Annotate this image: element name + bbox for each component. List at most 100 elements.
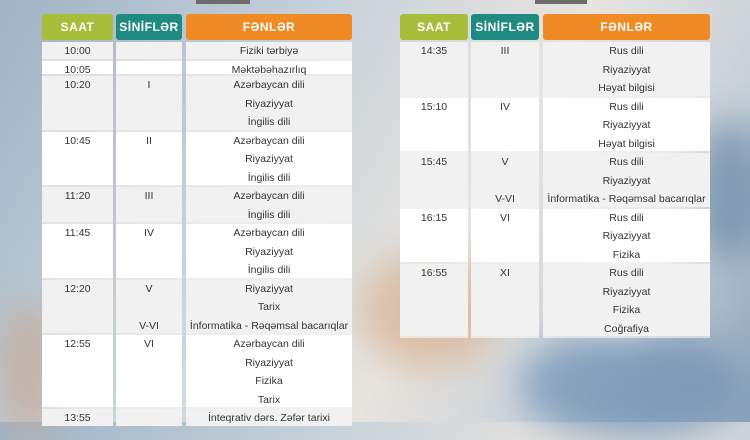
row-block bbox=[471, 208, 539, 262]
subject-cell: Rus dili bbox=[609, 45, 644, 57]
row-block bbox=[116, 409, 182, 426]
row-block bbox=[186, 409, 352, 426]
class-cell: II bbox=[146, 134, 152, 147]
row-block bbox=[186, 335, 352, 407]
class-cell: XI bbox=[500, 267, 510, 279]
time-cell: 14:35 bbox=[420, 45, 448, 57]
subject-cell: Riyaziyyat bbox=[245, 97, 293, 110]
time-cell: 10:20 bbox=[64, 79, 91, 91]
row-block bbox=[116, 76, 182, 130]
row-block bbox=[42, 409, 113, 426]
background-blur bbox=[520, 330, 740, 440]
subject-cell: İngilis dili bbox=[247, 208, 291, 221]
row-block bbox=[116, 279, 182, 333]
time-cell: 15:45 bbox=[420, 156, 448, 168]
row-block bbox=[471, 264, 539, 336]
row-block bbox=[543, 208, 710, 262]
subject-cell: Azərbaycan dili bbox=[233, 338, 305, 350]
class-column: I II III IV V V-VI VI bbox=[116, 42, 182, 426]
row-block bbox=[186, 42, 352, 59]
subject-cell: Riyaziyyat bbox=[602, 230, 651, 242]
subject-cell: Azərbaycan dili bbox=[233, 134, 305, 147]
row-block bbox=[116, 224, 182, 278]
row-block bbox=[42, 42, 113, 59]
top-tab-left bbox=[196, 0, 250, 4]
subject-cell: Rus dili bbox=[609, 267, 644, 279]
header-saat: SAAT bbox=[42, 14, 113, 40]
row-block bbox=[42, 279, 113, 333]
row-block bbox=[116, 131, 182, 185]
time-cell: 13:55 bbox=[64, 412, 91, 424]
subject-cell: İngilis dili bbox=[247, 116, 291, 128]
row-block bbox=[42, 131, 113, 185]
subject-cell: Fizika bbox=[612, 248, 641, 261]
row-block bbox=[400, 264, 468, 336]
subject-cell: Rus dili bbox=[609, 156, 644, 168]
row-block bbox=[186, 76, 352, 130]
time-cell: 12:55 bbox=[64, 338, 91, 350]
class-cell: VI bbox=[144, 338, 154, 350]
row-block bbox=[400, 208, 468, 262]
class-cell: IV bbox=[144, 227, 154, 239]
time-cell: 12:20 bbox=[64, 282, 91, 295]
subject-cell: Riyaziyyat bbox=[602, 285, 651, 298]
row-block bbox=[116, 335, 182, 407]
row-block bbox=[116, 42, 182, 59]
row-block bbox=[42, 187, 113, 222]
row-block bbox=[116, 187, 182, 222]
time-cell: 16:15 bbox=[420, 211, 448, 224]
subject-cell: İnteqrativ dərs. Zəfər tarixi bbox=[208, 412, 330, 424]
subject-column: Rus dili Riyaziyyat Həyat bilgisi Rus dili R… bbox=[543, 42, 710, 338]
header-fenler: FƏNLƏR bbox=[186, 14, 352, 40]
row-block bbox=[400, 97, 468, 151]
subject-cell: Coğrafiya bbox=[604, 322, 649, 335]
class-cell: IV bbox=[500, 100, 510, 113]
class-cell: V-VI bbox=[139, 319, 159, 332]
row-block bbox=[42, 76, 113, 130]
subject-cell: İngilis dili bbox=[247, 171, 291, 184]
subject-cell: Fizika bbox=[255, 375, 283, 387]
row-block bbox=[42, 224, 113, 278]
header-fenler: FƏNLƏR bbox=[543, 14, 710, 40]
row-block bbox=[543, 264, 710, 336]
time-cell: 10:45 bbox=[64, 134, 91, 147]
subject-cell: Tarix bbox=[257, 301, 281, 313]
subject-cell: Fizika bbox=[612, 304, 641, 316]
row-block bbox=[42, 335, 113, 407]
row-block bbox=[400, 153, 468, 207]
subject-cell: Azərbaycan dili bbox=[233, 227, 305, 239]
row-block bbox=[42, 60, 113, 74]
subject-cell: Azərbaycan dili bbox=[233, 79, 305, 91]
subject-cell: Riyaziyyat bbox=[602, 174, 651, 187]
subject-cell: Rus dili bbox=[609, 211, 644, 224]
header-sinifler: SİNİFLƏR bbox=[471, 14, 539, 40]
class-cell: V-VI bbox=[495, 193, 515, 205]
subject-cell: İnformatika - Rəqəmsal bacarıqlar bbox=[189, 319, 349, 332]
row-block bbox=[116, 60, 182, 74]
row-block bbox=[543, 97, 710, 151]
subject-cell: Azərbaycan dili bbox=[233, 190, 305, 202]
row-block bbox=[471, 42, 539, 96]
time-cell: 10:05 bbox=[64, 63, 91, 76]
class-cell: VI bbox=[500, 211, 510, 224]
header-saat: SAAT bbox=[400, 14, 468, 40]
time-cell: 10:00 bbox=[64, 45, 91, 57]
subject-cell: Məktəbəhazırlıq bbox=[231, 63, 307, 76]
subject-cell: Riyaziyyat bbox=[602, 119, 651, 131]
subject-cell: İnformatika - Rəqəmsal bacarıqlar bbox=[547, 193, 706, 205]
time-column: 14:35 15:10 15:45 16:15 16:55 bbox=[400, 42, 468, 338]
subject-cell: Rus dili bbox=[609, 100, 644, 113]
subject-cell: Riyaziyyat bbox=[602, 63, 651, 76]
subject-cell: Riyaziyyat bbox=[245, 153, 293, 165]
header-sinifler: SİNİFLƏR bbox=[116, 14, 182, 40]
row-block bbox=[543, 153, 710, 207]
class-cell: V bbox=[501, 156, 509, 168]
row-block bbox=[471, 97, 539, 151]
class-column: III IV V V-VI VI XI bbox=[471, 42, 539, 338]
subject-cell: İngilis dili bbox=[247, 264, 291, 276]
subject-cell: Fiziki tərbiyə bbox=[239, 45, 299, 57]
subject-cell: Riyaziyyat bbox=[245, 245, 293, 258]
subject-cell: Riyaziyyat bbox=[245, 356, 293, 369]
class-cell: III bbox=[500, 45, 510, 57]
class-cell: I bbox=[147, 79, 151, 91]
